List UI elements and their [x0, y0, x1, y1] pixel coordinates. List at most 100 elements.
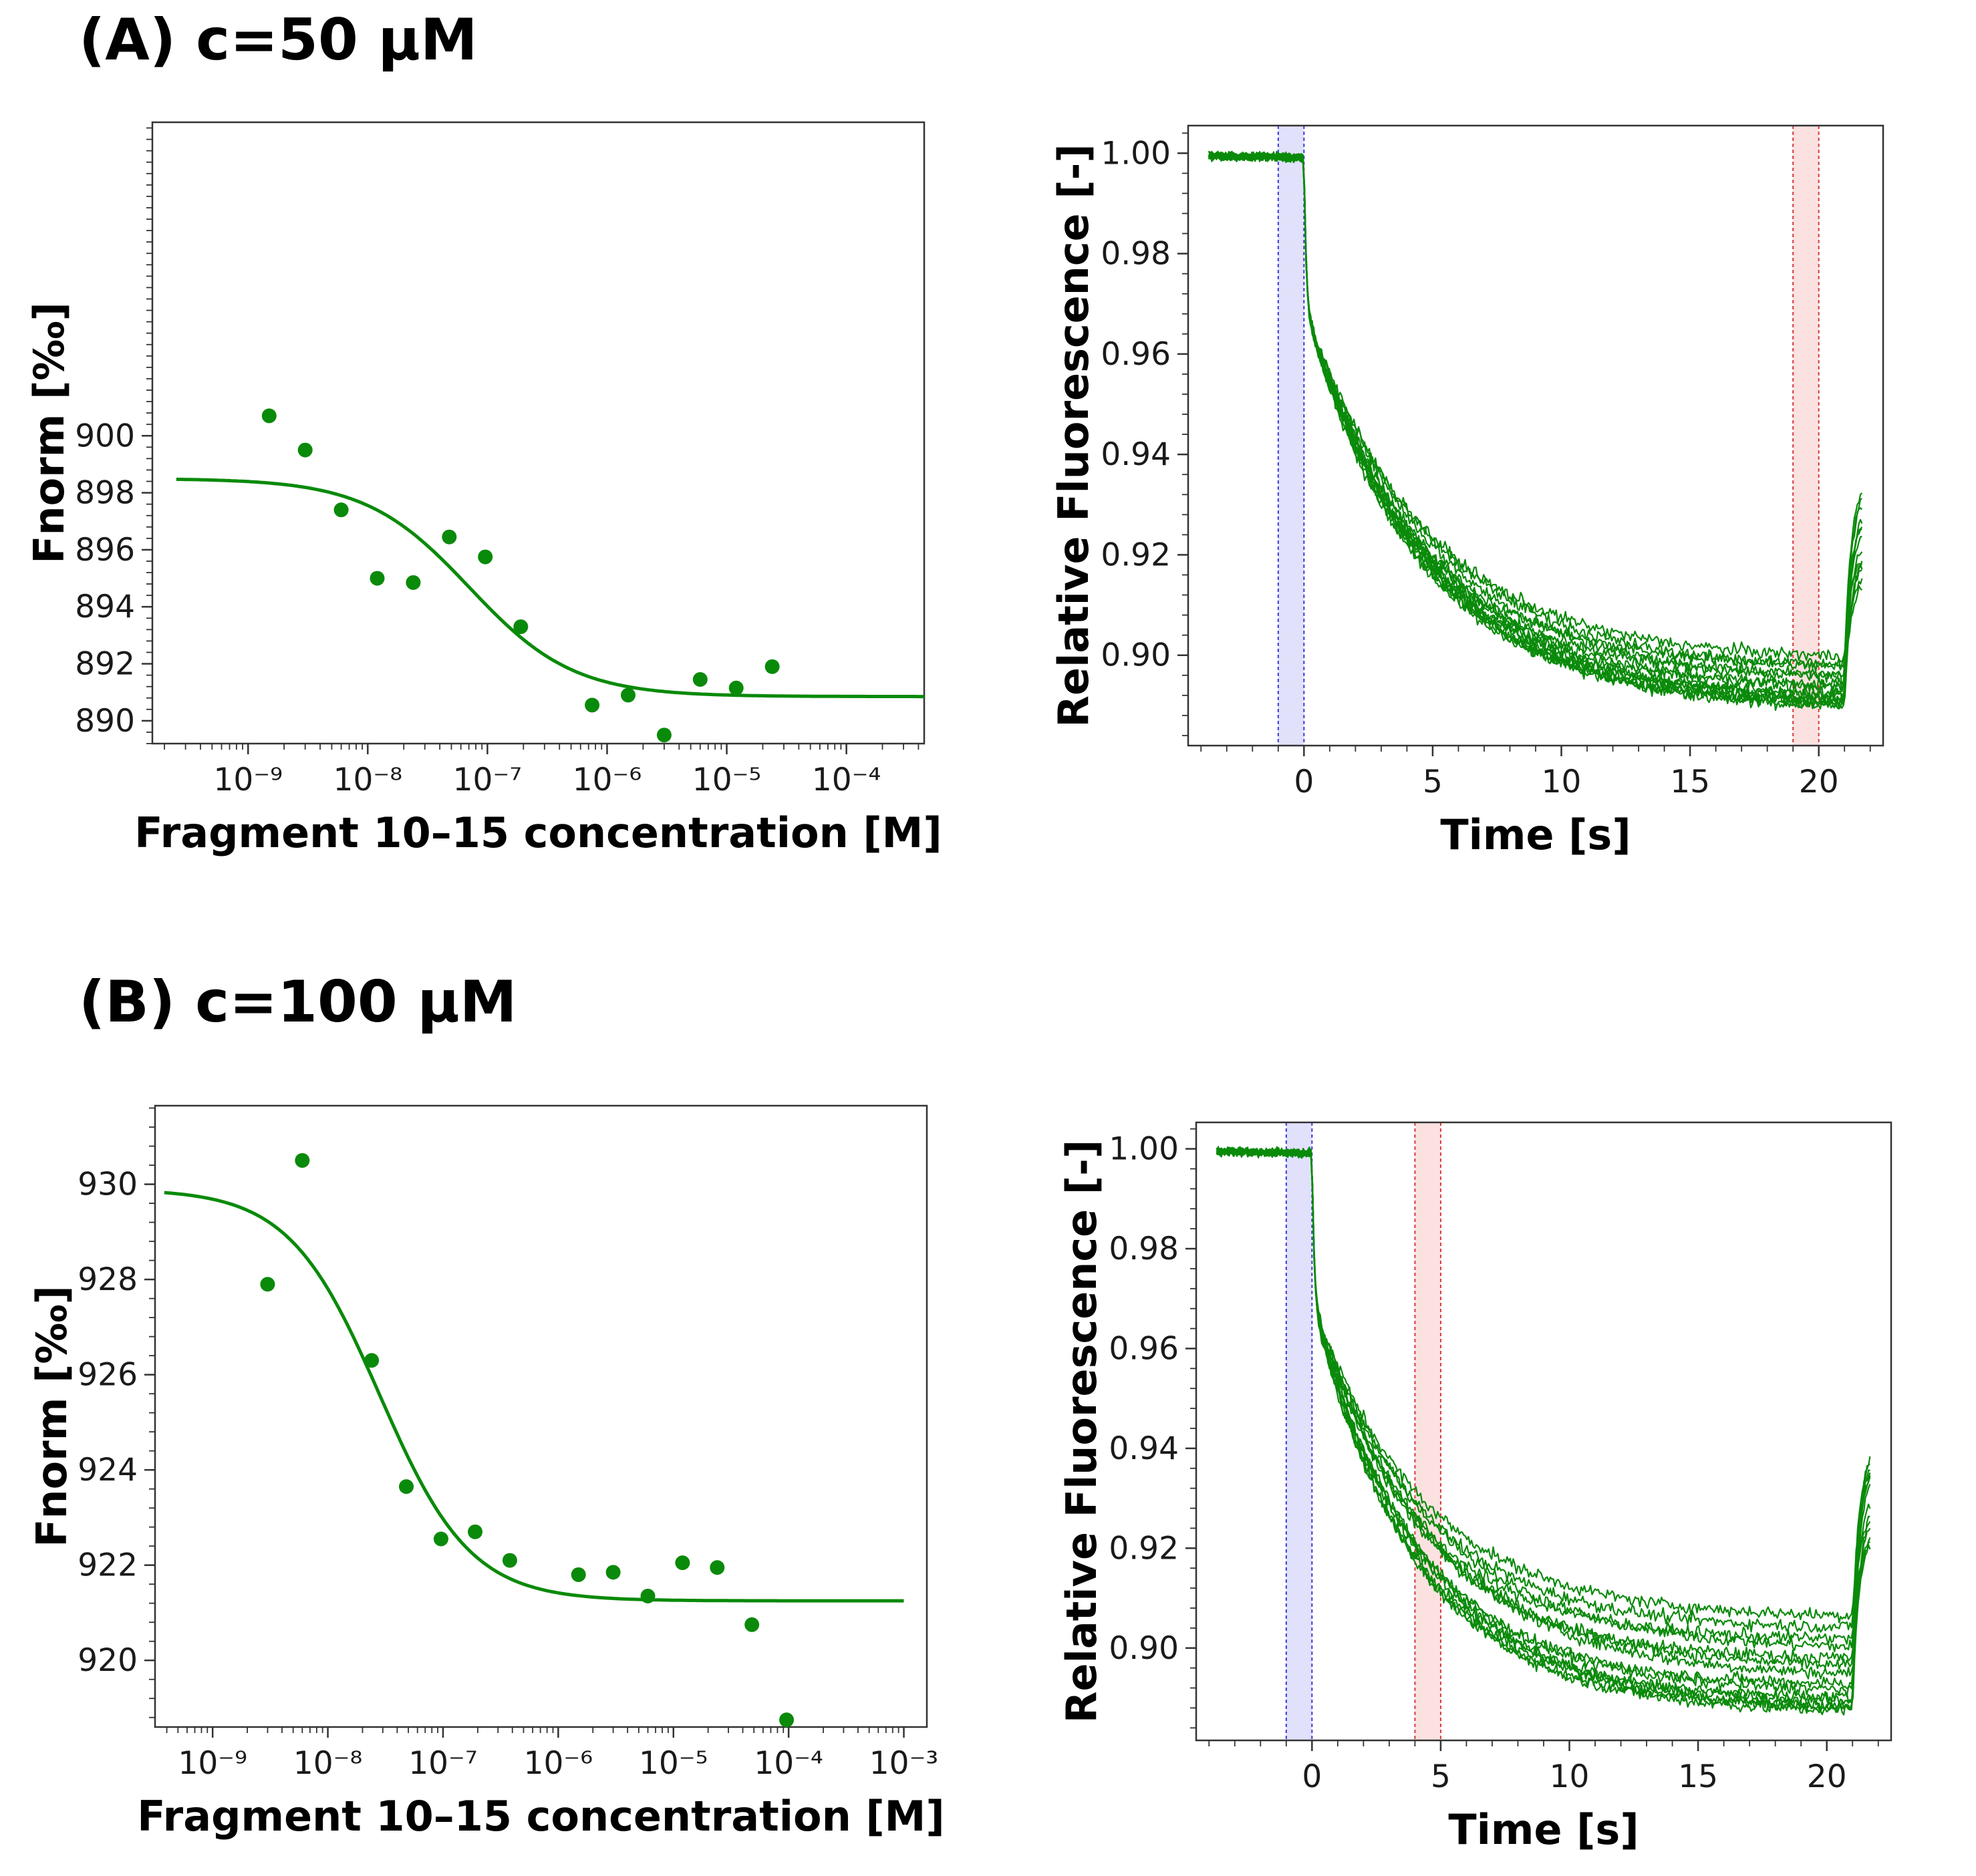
trace-group	[1216, 1146, 1871, 1716]
x-axis-label: Time [s]	[1448, 1805, 1639, 1854]
y-tick-label: 928	[78, 1261, 138, 1298]
data-point	[764, 659, 780, 674]
data-point	[364, 1353, 380, 1368]
y-tick-label: 1.00	[1101, 135, 1171, 172]
x-tick-label: 10⁻⁷	[453, 762, 522, 798]
x-tick-label: 0	[1294, 764, 1314, 800]
y-tick-label: 920	[78, 1642, 138, 1679]
trace-line	[1216, 1147, 1871, 1680]
hot-region	[1415, 1122, 1441, 1740]
B-dose-chart: 920 922 924 926 928 930 10⁻⁹ 10⁻⁸ 10⁻⁷ 10⁻⁶ 10⁻⁵ 10…	[27, 1104, 945, 1841]
data-point	[260, 1277, 275, 1292]
panel-a-title: (A) c=50 µM	[79, 7, 478, 73]
panel-b-title: (B) c=100 µM	[79, 969, 517, 1036]
y-tick-label: 900	[75, 418, 135, 454]
x-tick-label: 10⁻⁷	[408, 1745, 477, 1782]
data-point	[744, 1617, 760, 1632]
x-tick-label: 10⁻⁴	[754, 1745, 823, 1782]
y-tick-label: 0.94	[1109, 1430, 1179, 1467]
x-tick-label: 20	[1799, 764, 1839, 800]
hot-region	[1793, 126, 1819, 746]
y-axis-label: Fnorm [‰]	[27, 1285, 76, 1547]
trace-line	[1208, 152, 1862, 670]
y-tick-label: 898	[75, 475, 135, 512]
trace-line	[1208, 151, 1863, 712]
x-tick-label: 10⁻⁵	[692, 762, 761, 798]
data-point	[620, 687, 636, 703]
data-point	[478, 549, 493, 565]
data-point	[442, 529, 457, 544]
x-tick-label: 10⁻⁹	[214, 762, 283, 798]
trace-line	[1216, 1147, 1871, 1690]
x-tick-label: 10	[1542, 764, 1582, 800]
data-point	[692, 672, 708, 687]
trace-line	[1208, 151, 1862, 663]
trace-line	[1208, 150, 1863, 673]
y-axis-label: Relative Fluorescence [-]	[1057, 1140, 1106, 1723]
y-axis-label: Relative Fluorescence [-]	[1049, 144, 1098, 727]
trace-line	[1216, 1146, 1871, 1670]
x-tick-label: 20	[1807, 1758, 1847, 1795]
x-tick-label: 10⁻⁹	[178, 1745, 247, 1782]
x-tick-label: 10	[1550, 1758, 1590, 1795]
y-tick-label: 0.96	[1109, 1330, 1179, 1367]
data-point	[297, 442, 313, 458]
trace-line	[1216, 1146, 1871, 1716]
trace-line	[1216, 1146, 1870, 1646]
x-tick-label: 10⁻⁸	[293, 1745, 362, 1782]
trace-group	[1208, 150, 1863, 712]
x-tick-label: 10⁻⁸	[333, 762, 402, 798]
data-point	[333, 502, 349, 518]
y-tick-label: 1.00	[1109, 1131, 1179, 1168]
trace-line	[1208, 151, 1862, 679]
x-tick-label: 0	[1302, 1758, 1322, 1795]
cold-region	[1286, 1122, 1312, 1740]
x-tick-label: 10⁻⁶	[573, 762, 642, 798]
x-axis-label: Fragment 10–15 concentration [M]	[134, 808, 942, 857]
y-tick-label: 0.98	[1101, 236, 1171, 273]
y-tick-label: 0.92	[1101, 536, 1171, 573]
x-tick-label: 15	[1678, 1758, 1718, 1795]
y-tick-label: 896	[75, 532, 135, 569]
data-point	[640, 1589, 656, 1604]
trace-line	[1216, 1147, 1870, 1714]
trace-line	[1216, 1146, 1871, 1653]
x-tick-label: 10⁻³	[869, 1745, 938, 1782]
trace-line	[1208, 152, 1863, 694]
x-tick-label: 10⁻⁴	[812, 762, 881, 798]
data-point	[261, 408, 277, 424]
x-axis-label: Fragment 10–15 concentration [M]	[137, 1792, 944, 1841]
cold-region	[1278, 126, 1304, 746]
data-point	[370, 571, 385, 586]
data-point	[675, 1555, 690, 1571]
y-tick-label: 0.96	[1101, 336, 1171, 373]
B-trace-chart: 0.90 0.92 0.94 0.96 0.98 1.00 0 5 10 15 20 Time [s]…	[1057, 1121, 1892, 1854]
data-point	[710, 1560, 725, 1575]
A-dose-chart: 890 892 894 896 898 900 10⁻⁹ 10⁻⁸ 10⁻⁷ 10⁻⁶ 10⁻⁵ 10…	[25, 121, 942, 857]
plot-frame	[154, 1104, 928, 1728]
data-point	[571, 1567, 586, 1582]
trace-line	[1216, 1147, 1871, 1623]
data-point	[585, 697, 600, 713]
data-point	[399, 1479, 414, 1495]
x-tick-label: 15	[1670, 764, 1710, 800]
x-tick-label: 5	[1431, 1758, 1451, 1795]
data-point	[433, 1531, 448, 1547]
trace-line	[1216, 1146, 1871, 1703]
y-tick-label: 926	[78, 1357, 138, 1394]
data-point	[656, 728, 672, 743]
data-point	[513, 619, 529, 635]
fit-curve	[176, 477, 924, 699]
trace-line	[1216, 1146, 1871, 1665]
data-point	[406, 575, 421, 590]
y-tick-label: 894	[75, 589, 135, 625]
y-tick-label: 0.90	[1101, 637, 1171, 674]
y-tick-label: 890	[75, 703, 135, 740]
x-axis-label: Time [s]	[1440, 810, 1631, 859]
y-tick-label: 924	[78, 1452, 138, 1489]
data-point	[605, 1565, 621, 1580]
trace-line	[1216, 1146, 1871, 1633]
data-point	[728, 680, 744, 695]
y-tick-label: 0.94	[1101, 436, 1171, 473]
